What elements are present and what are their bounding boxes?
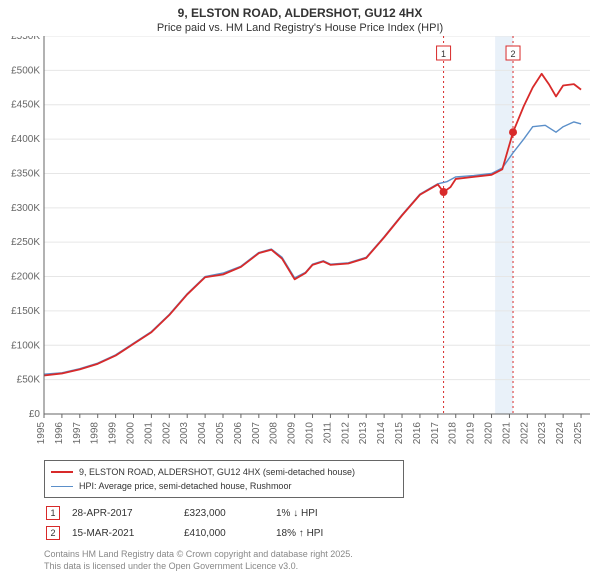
chart-area: £0 £50K £100K £150K £200K £250K £300K £350K £400… [0, 36, 600, 456]
svg-text:£200K: £200K [11, 272, 40, 283]
svg-text:2007: 2007 [251, 422, 262, 445]
legend-row: HPI: Average price, semi-detached house,… [51, 479, 397, 493]
svg-text:2013: 2013 [358, 422, 369, 445]
svg-text:2009: 2009 [287, 422, 298, 445]
svg-text:2001: 2001 [143, 422, 154, 445]
svg-text:2024: 2024 [555, 422, 566, 445]
marker-date: 15-MAR-2021 [72, 524, 182, 542]
svg-text:1998: 1998 [90, 422, 101, 445]
marker-price: £410,000 [184, 524, 274, 542]
legend-box: 9, ELSTON ROAD, ALDERSHOT, GU12 4HX (sem… [44, 460, 404, 498]
svg-text:£50K: £50K [17, 375, 41, 386]
svg-text:1996: 1996 [54, 422, 65, 445]
svg-text:2005: 2005 [215, 422, 226, 445]
svg-text:2003: 2003 [179, 422, 190, 445]
footer: Contains HM Land Registry data © Crown c… [44, 548, 600, 572]
svg-text:2023: 2023 [537, 422, 548, 445]
svg-text:2010: 2010 [305, 422, 316, 445]
legend-label: HPI: Average price, semi-detached house,… [79, 479, 291, 493]
svg-text:2000: 2000 [126, 422, 137, 445]
marker-row: 1 28-APR-2017£323,0001% ↓ HPI [46, 504, 333, 522]
svg-text:2012: 2012 [340, 422, 351, 445]
svg-text:2021: 2021 [501, 422, 512, 445]
legend-swatch [51, 486, 73, 487]
svg-text:1995: 1995 [36, 422, 47, 445]
svg-text:£350K: £350K [11, 168, 40, 179]
svg-text:1997: 1997 [72, 422, 83, 445]
footer-line1: Contains HM Land Registry data © Crown c… [44, 548, 600, 560]
legend-row: 9, ELSTON ROAD, ALDERSHOT, GU12 4HX (sem… [51, 465, 397, 479]
footer-line2: This data is licensed under the Open Gov… [44, 560, 600, 572]
marker-date: 28-APR-2017 [72, 504, 182, 522]
svg-text:£0: £0 [29, 409, 41, 420]
svg-text:£550K: £550K [11, 36, 40, 42]
legend-label: 9, ELSTON ROAD, ALDERSHOT, GU12 4HX (sem… [79, 465, 355, 479]
svg-text:2014: 2014 [376, 422, 387, 445]
svg-text:2008: 2008 [269, 422, 280, 445]
svg-text:£150K: £150K [11, 306, 40, 317]
svg-text:£300K: £300K [11, 203, 40, 214]
svg-text:2016: 2016 [412, 422, 423, 445]
marker-delta: 1% ↓ HPI [276, 504, 333, 522]
marker-number-box: 2 [46, 526, 60, 540]
svg-text:2022: 2022 [519, 422, 530, 445]
svg-text:2025: 2025 [573, 422, 584, 445]
svg-text:2011: 2011 [322, 422, 333, 444]
title-address: 9, ELSTON ROAD, ALDERSHOT, GU12 4HX [0, 6, 600, 20]
svg-text:2017: 2017 [430, 422, 441, 445]
svg-text:2015: 2015 [394, 422, 405, 445]
legend-swatch [51, 471, 73, 473]
chart-svg: £0 £50K £100K £150K £200K £250K £300K £350K £400… [0, 36, 600, 456]
svg-text:£450K: £450K [11, 100, 40, 111]
svg-text:£500K: £500K [11, 65, 40, 76]
svg-text:1999: 1999 [108, 422, 119, 445]
svg-text:2019: 2019 [466, 422, 477, 445]
marker-row: 2 15-MAR-2021£410,00018% ↑ HPI [46, 524, 333, 542]
svg-text:2: 2 [511, 49, 516, 59]
title-block: 9, ELSTON ROAD, ALDERSHOT, GU12 4HX Pric… [0, 0, 600, 36]
svg-text:2018: 2018 [448, 422, 459, 445]
svg-text:£400K: £400K [11, 134, 40, 145]
marker-price: £323,000 [184, 504, 274, 522]
marker-delta: 18% ↑ HPI [276, 524, 333, 542]
svg-text:£250K: £250K [11, 237, 40, 248]
svg-text:2004: 2004 [197, 422, 208, 445]
svg-text:£100K: £100K [11, 340, 40, 351]
svg-text:1: 1 [441, 49, 446, 59]
svg-text:2020: 2020 [484, 422, 495, 445]
marker-number-box: 1 [46, 506, 60, 520]
markers-table: 1 28-APR-2017£323,0001% ↓ HPI 2 15-MAR-2021… [44, 502, 335, 544]
title-subtitle: Price paid vs. HM Land Registry's House … [0, 22, 600, 34]
svg-text:2006: 2006 [233, 422, 244, 445]
svg-text:2002: 2002 [161, 422, 172, 445]
